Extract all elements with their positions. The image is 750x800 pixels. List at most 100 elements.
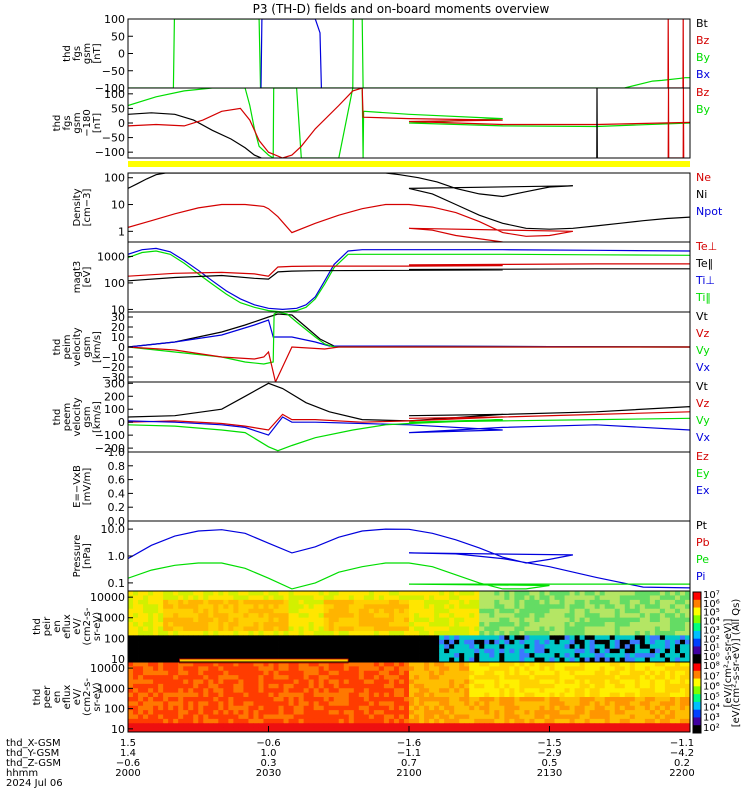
spectrogram-cell: [193, 644, 199, 650]
spectrogram-cell: [484, 648, 490, 654]
spectrogram-cell: [328, 617, 335, 623]
y-tick-label: 1: [118, 225, 125, 238]
spectrogram-cell: [138, 683, 144, 689]
spectrogram-cell: [198, 599, 204, 605]
spectrogram-cell: [579, 718, 586, 724]
spectrogram-cell: [409, 688, 415, 694]
spectrogram-cell: [439, 727, 445, 732]
spectrogram-cell: [409, 622, 415, 627]
spectrogram-cell: [403, 613, 410, 619]
spectrogram-cell: [474, 692, 480, 698]
spectrogram-cell: [534, 697, 540, 702]
spectrogram-cell: [288, 701, 294, 707]
spectrogram-cell: [323, 599, 330, 605]
spectrogram-cell: [378, 679, 385, 685]
spectrogram-cell: [529, 670, 535, 676]
spectrogram-cell: [148, 710, 154, 715]
y-tick-label: 0: [118, 341, 125, 354]
spectrogram-cell: [258, 608, 264, 614]
spectrogram-cell: [664, 626, 671, 632]
spectrogram-cell: [554, 727, 560, 732]
spectrogram-cell: [138, 595, 144, 601]
spectrogram-cell: [308, 644, 315, 650]
legend-entry: Ey: [696, 467, 710, 480]
spectrogram-cell: [579, 599, 586, 605]
spectrogram-cell: [474, 617, 480, 623]
spectrogram-cell: [454, 591, 460, 596]
spectrogram-cell: [223, 608, 229, 614]
spectrogram-cell: [203, 688, 209, 694]
spectrogram-cell: [599, 644, 606, 650]
spectrogram-cell: [474, 679, 480, 685]
spectrogram-cell: [368, 718, 375, 724]
spectrogram-cell: [644, 666, 651, 672]
spectrogram-cell: [579, 644, 586, 650]
spectrogram-cell: [283, 635, 289, 641]
spectrogram-cell: [614, 688, 621, 694]
spectrogram-cell: [599, 683, 606, 689]
spectrogram-cell: [233, 683, 239, 689]
spectrogram-cell: [328, 705, 335, 711]
spectrogram-cell: [499, 683, 505, 689]
spectrogram-cell: [589, 626, 596, 632]
spectrogram-cell: [444, 622, 450, 627]
y-axis-label: en: [52, 620, 63, 633]
spectrogram-cell: [193, 688, 199, 694]
spectrogram-cell: [243, 608, 249, 614]
spectrogram-cell: [574, 697, 581, 702]
spectrogram-cell: [444, 710, 450, 715]
spectrogram-cell: [679, 718, 686, 724]
spectrogram-cell: [414, 670, 420, 676]
spectrogram-cell: [504, 688, 510, 694]
spectrogram-cell: [283, 648, 289, 654]
spectrogram-cell: [358, 653, 365, 658]
spectrogram-cell: [343, 705, 350, 711]
spectrogram-cell: [198, 630, 204, 636]
spectrogram-cell: [594, 710, 601, 715]
spectrogram-cell: [609, 613, 616, 619]
spectrogram-cell: [594, 666, 601, 672]
spectrogram-cell: [248, 591, 254, 596]
spectrogram-cell: [599, 692, 606, 698]
spectrogram-cell: [644, 639, 651, 645]
spectrogram-cell: [409, 604, 415, 610]
spectrogram-cell: [604, 662, 611, 667]
spectrogram-cell: [258, 718, 264, 724]
spectrogram-cell: [434, 608, 440, 614]
spectrogram-cell: [343, 714, 350, 720]
spectrogram-cell: [424, 692, 430, 698]
spectrogram-cell: [524, 608, 530, 614]
spectrogram-cell: [594, 617, 601, 623]
spectrogram-cell: [278, 683, 284, 689]
spectrogram-cell: [669, 644, 676, 650]
spectrogram-cell: [559, 591, 565, 596]
spectrogram-cell: [268, 679, 274, 685]
spectrogram-cell: [439, 653, 445, 658]
spectrogram-cell: [283, 683, 289, 689]
spectrogram-cell: [148, 727, 154, 732]
spectrogram-cell: [629, 670, 636, 676]
spectrogram-cell: [383, 697, 390, 702]
spectrogram-cell: [629, 630, 636, 636]
spectrogram-cell: [444, 653, 450, 658]
spectrogram-cell: [419, 648, 425, 654]
spectrogram-cell: [243, 599, 249, 605]
spectrogram-cell: [293, 622, 300, 627]
spectrogram-cell: [178, 710, 184, 715]
spectrogram-cell: [619, 683, 626, 689]
spectrogram-cell: [133, 639, 139, 645]
spectrogram-cell: [589, 630, 596, 636]
spectrogram-cell: [198, 701, 204, 707]
spectrogram-cell: [459, 679, 465, 685]
spectrogram-cell: [298, 710, 305, 715]
spectrogram-cell: [444, 604, 450, 610]
spectrogram-cell: [248, 604, 254, 610]
spectrogram-cell: [619, 599, 626, 605]
spectrogram-cell: [168, 723, 174, 729]
spectrogram-cell: [398, 630, 405, 636]
spectrogram-cell: [213, 723, 219, 729]
spectrogram-cell: [534, 657, 540, 662]
spectrogram-cell: [574, 718, 581, 724]
spectrogram-cell: [419, 710, 425, 715]
